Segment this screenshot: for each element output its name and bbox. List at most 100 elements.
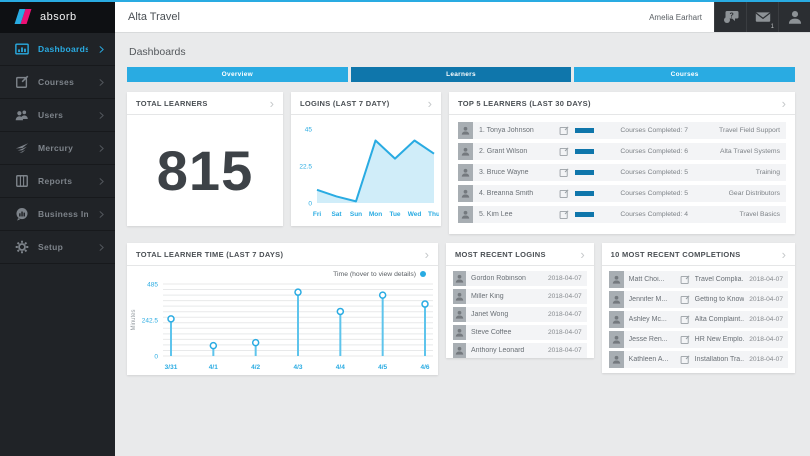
person-icon	[460, 167, 471, 178]
svg-text:4/4: 4/4	[336, 364, 345, 371]
gear-icon	[15, 240, 29, 254]
top5-rows: 1. Tonya Johnson Courses Completed: 7 Tr…	[449, 115, 795, 230]
svg-text:Wed: Wed	[408, 211, 422, 218]
top5-row[interactable]: 4. Breanna Smith Courses Completed: 5 Ge…	[458, 185, 786, 202]
card-title: TOTAL LEARNERS	[136, 98, 208, 108]
completion-date: 2018-04-07	[749, 316, 783, 323]
sidebar-item-users[interactable]: Users	[0, 99, 115, 132]
top5-row[interactable]: 5. Kim Lee Courses Completed: 4 Travel B…	[458, 206, 786, 223]
business-intelligence-icon	[15, 207, 29, 221]
portal-title: Alta Travel	[128, 11, 180, 23]
logins-line-chart[interactable]: 0 22.5 45 Fri Sat Sun Mon Tue Wed Thu	[291, 115, 440, 224]
card-expand-chevron[interactable]: ›	[781, 246, 786, 262]
courses-completed-label: Courses Completed: 4	[620, 211, 688, 218]
avatar	[458, 143, 473, 160]
top5-row[interactable]: 3. Bruce Wayne Courses Completed: 5 Trai…	[458, 164, 786, 181]
completion-date: 2018-04-07	[749, 356, 783, 363]
top-accent-strip	[0, 0, 810, 2]
course-name: Installation Tra...	[694, 356, 745, 363]
sidebar-item-courses[interactable]: Courses	[0, 66, 115, 99]
profile-button[interactable]	[778, 2, 810, 32]
certificate-icon	[559, 168, 569, 178]
learner-name: Matt Choi...	[628, 276, 665, 283]
person-icon	[454, 309, 465, 320]
courses-completed-label: Courses Completed: 5	[620, 169, 688, 176]
mail-badge: 1	[770, 24, 774, 30]
certificate-icon	[680, 335, 690, 345]
learner-name: Steve Coffee	[471, 329, 512, 336]
course-name: Getting to Know...	[694, 296, 745, 303]
login-row[interactable]: Miller King 2018-04-07	[453, 289, 587, 304]
certificate-icon	[680, 315, 690, 325]
svg-text:22.5: 22.5	[299, 164, 312, 171]
courses-completed-label: Courses Completed: 5	[620, 190, 688, 197]
login-row[interactable]: Anthony Leonard 2018-04-07	[453, 343, 587, 358]
messages-button[interactable]: 1	[746, 2, 778, 32]
top5-row[interactable]: 1. Tonya Johnson Courses Completed: 7 Tr…	[458, 122, 786, 139]
sidebar-item-reports[interactable]: Reports	[0, 165, 115, 198]
card-title: MOST RECENT LOGINS	[455, 249, 546, 259]
help-button[interactable]	[714, 2, 746, 32]
avatar	[458, 122, 473, 139]
learner-name: Janet Wong	[471, 311, 509, 318]
topbar-icon-block: 1	[714, 2, 810, 32]
svg-text:Sat: Sat	[331, 211, 342, 218]
login-row[interactable]: Janet Wong 2018-04-07	[453, 307, 587, 322]
login-row[interactable]: Steve Coffee 2018-04-07	[453, 325, 587, 340]
learner-name: Anthony Leonard	[471, 347, 525, 354]
login-date: 2018-04-07	[547, 329, 582, 336]
chevron-right-icon	[97, 144, 106, 153]
completion-row[interactable]: Ashley Mc... Alta Complaint... 2018-04-0…	[608, 311, 788, 328]
learner-time-lollipop-chart[interactable]: 0 242.5 485 Minutes 3/31 4/1 4/2 4/3 4/4 4/5 4/6	[127, 280, 438, 373]
svg-text:0: 0	[308, 201, 312, 208]
svg-text:Sun: Sun	[350, 211, 362, 218]
person-icon	[454, 327, 465, 338]
completion-row[interactable]: Jesse Ren... HR New Emplo... 2018-04-07	[608, 331, 788, 348]
absorb-logo[interactable]: absorb	[0, 0, 115, 33]
current-user-name[interactable]: Amelia Earhart	[649, 12, 702, 22]
login-row[interactable]: Gordon Robinson 2018-04-07	[453, 271, 587, 286]
legend-label: Time (hover to view details)	[333, 270, 416, 278]
sidebar-item-dashboards[interactable]: Dashboards	[0, 33, 115, 66]
svg-text:45: 45	[305, 127, 313, 134]
chevron-right-icon	[97, 78, 106, 87]
completion-date: 2018-04-07	[749, 276, 783, 283]
card-expand-chevron[interactable]: ›	[427, 95, 432, 111]
card-title: TOTAL LEARNER TIME (LAST 7 DAYS)	[136, 249, 284, 259]
certificate-icon	[559, 147, 569, 157]
card-expand-chevron[interactable]: ›	[781, 95, 786, 111]
main-content: Dashboards Overview Learners Courses TOT…	[115, 33, 810, 456]
learner-time-card: TOTAL LEARNER TIME (LAST 7 DAYS) › Time …	[127, 243, 438, 375]
avatar	[608, 331, 624, 348]
completion-row[interactable]: Jennifer M... Getting to Know... 2018-04…	[608, 291, 788, 308]
course-name: Travel Basics	[739, 211, 780, 218]
avatar	[608, 311, 624, 328]
svg-text:3/31: 3/31	[165, 364, 178, 371]
learner-name: Ashley Mc...	[628, 316, 667, 323]
sidebar-item-business-intelligence[interactable]: Business Intell...	[0, 198, 115, 231]
tab-learners[interactable]: Learners	[350, 67, 572, 82]
completion-row[interactable]: Matt Choi... Travel Complia... 2018-04-0…	[608, 271, 788, 288]
completion-row[interactable]: Kathleen A... Installation Tra... 2018-0…	[608, 351, 788, 368]
page-title: Dashboards	[129, 46, 186, 58]
sidebar: absorb Dashboards Courses Users Mercury …	[0, 0, 115, 456]
learner-name: Gordon Robinson	[471, 275, 526, 282]
tab-courses[interactable]: Courses	[574, 67, 796, 82]
card-expand-chevron[interactable]: ›	[269, 95, 274, 111]
top5-row[interactable]: 2. Grant Wilson Courses Completed: 6 Alt…	[458, 143, 786, 160]
help-chat-icon	[723, 9, 739, 25]
course-name: HR New Emplo...	[694, 336, 745, 343]
course-name: Travel Complia...	[694, 276, 745, 283]
sidebar-item-label: Dashboards	[38, 44, 88, 54]
tab-overview[interactable]: Overview	[127, 67, 348, 82]
course-name: Alta Complaint...	[694, 316, 745, 323]
courses-completed-label: Courses Completed: 6	[620, 148, 688, 155]
card-expand-chevron[interactable]: ›	[424, 246, 429, 262]
progress-bar	[575, 212, 594, 217]
card-expand-chevron[interactable]: ›	[580, 246, 585, 262]
sidebar-item-mercury[interactable]: Mercury	[0, 132, 115, 165]
avatar	[453, 271, 466, 286]
dashboards-icon	[15, 42, 29, 56]
learner-name: Jesse Ren...	[628, 336, 668, 343]
sidebar-item-setup[interactable]: Setup	[0, 231, 115, 264]
